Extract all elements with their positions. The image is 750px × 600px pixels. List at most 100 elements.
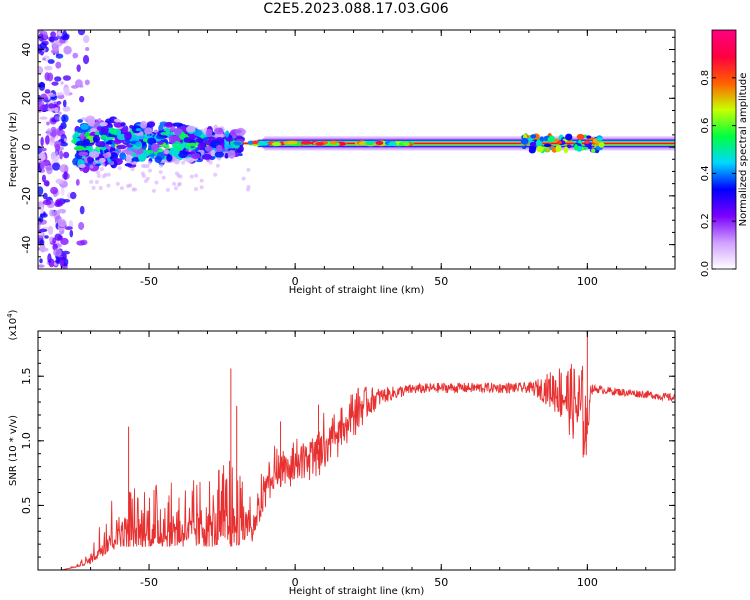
spectrogram-cell [113, 118, 121, 123]
spectrogram-cell [181, 160, 186, 165]
spectrogram-cell [158, 170, 163, 175]
y-tick-label: 40 [20, 43, 33, 57]
snr-x-label: Height of straight line (km) [289, 586, 425, 597]
spectrogram-cell [89, 179, 94, 184]
spectrogram-cell [365, 141, 375, 146]
spectrogram-cell [161, 175, 166, 180]
spectrogram-cell [100, 125, 109, 135]
spectrogram-cell [587, 144, 592, 150]
spectrogram-cell [528, 147, 536, 154]
spectrogram-cell [215, 163, 220, 168]
spectrogram-cell [93, 137, 99, 143]
spectrogram-cell [51, 128, 57, 138]
figure-title: C2E5.2023.088.17.03.G06 [263, 1, 449, 17]
spectrogram-cell [40, 136, 44, 147]
spectrogram-cell [151, 143, 159, 153]
spectrogram-cell [57, 111, 62, 116]
spectrogram-cell [38, 232, 44, 236]
spectrogram-cell [88, 151, 100, 159]
spectrogram-cell [74, 145, 85, 151]
spectrogram-cell [101, 162, 106, 167]
spectrogram-cell [47, 59, 55, 64]
spectrogram-cell [191, 152, 201, 160]
spectrogram-cell [246, 184, 251, 189]
spectrogram-cell [49, 36, 55, 43]
spectrogram-cell [214, 127, 224, 135]
spectrogram-frame [37, 29, 676, 270]
spectrogram-cell [183, 137, 192, 143]
spectrogram-cell [57, 218, 67, 228]
spectrogram-cell [120, 122, 126, 127]
spectrogram-cell [99, 121, 108, 127]
spectrogram-cell [135, 128, 142, 132]
spectrogram-cell [85, 46, 90, 52]
spectrogram-cell [78, 151, 89, 157]
spectrogram-cell [80, 123, 89, 130]
spectrogram-cell [84, 79, 90, 86]
spectrogram-cell [234, 129, 242, 134]
spectrogram-cell [49, 209, 55, 217]
spectrogram-cell [115, 181, 120, 186]
spectrogram-cell [119, 186, 124, 191]
spectrogram-cell [205, 128, 213, 138]
spectrogram-cell [116, 144, 127, 150]
spectrogram-cell [58, 125, 64, 131]
spectrogram-cell [42, 57, 46, 61]
spectrogram-x-axis: -50 0 50 100 [60, 30, 676, 288]
spectrogram-cell [84, 138, 90, 146]
spectrogram-cell [38, 100, 45, 106]
colorbar-tick-label: 0.6 [700, 118, 711, 134]
spectrogram-cell [110, 161, 115, 166]
spectrogram-cell [44, 235, 49, 239]
spectrogram-cell [63, 87, 71, 96]
spectrogram-cell [44, 89, 51, 94]
spectrogram-cell [99, 167, 104, 172]
spectrogram-cell [69, 191, 77, 200]
spectrogram-cell [60, 81, 64, 85]
spectrogram-cell [145, 164, 150, 169]
spectrogram-cell [173, 186, 178, 191]
spectrogram-cell [51, 162, 61, 171]
snr-series-line [38, 363, 675, 570]
spectrogram-cell [94, 179, 99, 184]
spectrogram-cell [53, 248, 62, 257]
spectrogram-cell [145, 176, 150, 181]
spectrogram-cell [166, 154, 173, 162]
y-tick-label: 1.5 [20, 367, 33, 385]
spectrogram-cell [90, 128, 97, 132]
spectrogram-cell [38, 51, 44, 55]
spectrogram-cell [215, 144, 223, 153]
spectrogram-cell [57, 208, 67, 214]
spectrogram-cell [164, 121, 173, 128]
spectrogram-cell [186, 157, 195, 163]
spectrogram-cell [39, 147, 47, 152]
spectrogram-cell [76, 64, 81, 72]
spectrogram-cell [154, 155, 162, 164]
spectrogram-cell [165, 187, 170, 192]
spectrogram-cell [98, 186, 103, 191]
colorbar-label: Normalized spectral amplitude [738, 73, 749, 227]
spectrogram-cell [147, 137, 156, 145]
spectrogram-cell [39, 42, 47, 49]
spectrogram-y-label: Frequency (Hz) [8, 112, 19, 188]
x-tick-label: 0 [292, 576, 299, 589]
spectrogram-cell [224, 152, 229, 159]
spectrogram-cell [78, 221, 85, 230]
spectrogram-cell [556, 140, 563, 145]
spectrogram-cell [126, 144, 133, 148]
spectrogram-cell [54, 115, 60, 121]
spectrogram-cell [48, 93, 56, 97]
spectrogram-cell [69, 229, 74, 238]
spectrogram-cell [82, 54, 90, 65]
spectrogram-cell [573, 144, 579, 151]
spectrogram-cell [168, 135, 177, 144]
spectrogram-cell [62, 30, 68, 39]
spectrogram-cell [62, 265, 68, 269]
colorbar-tick-label: 0.0 [700, 261, 711, 277]
spectrogram-cell [214, 151, 224, 158]
spectrogram-cell [44, 72, 50, 81]
spectrogram-cell [92, 160, 97, 165]
spectrogram-cell [109, 152, 119, 161]
spectrogram-cell [563, 146, 569, 154]
